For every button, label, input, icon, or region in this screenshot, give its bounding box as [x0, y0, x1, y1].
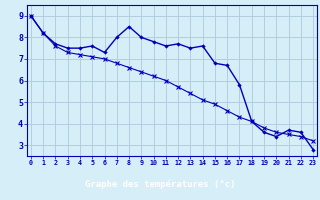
Text: Graphe des températures (°c): Graphe des températures (°c): [85, 179, 235, 189]
